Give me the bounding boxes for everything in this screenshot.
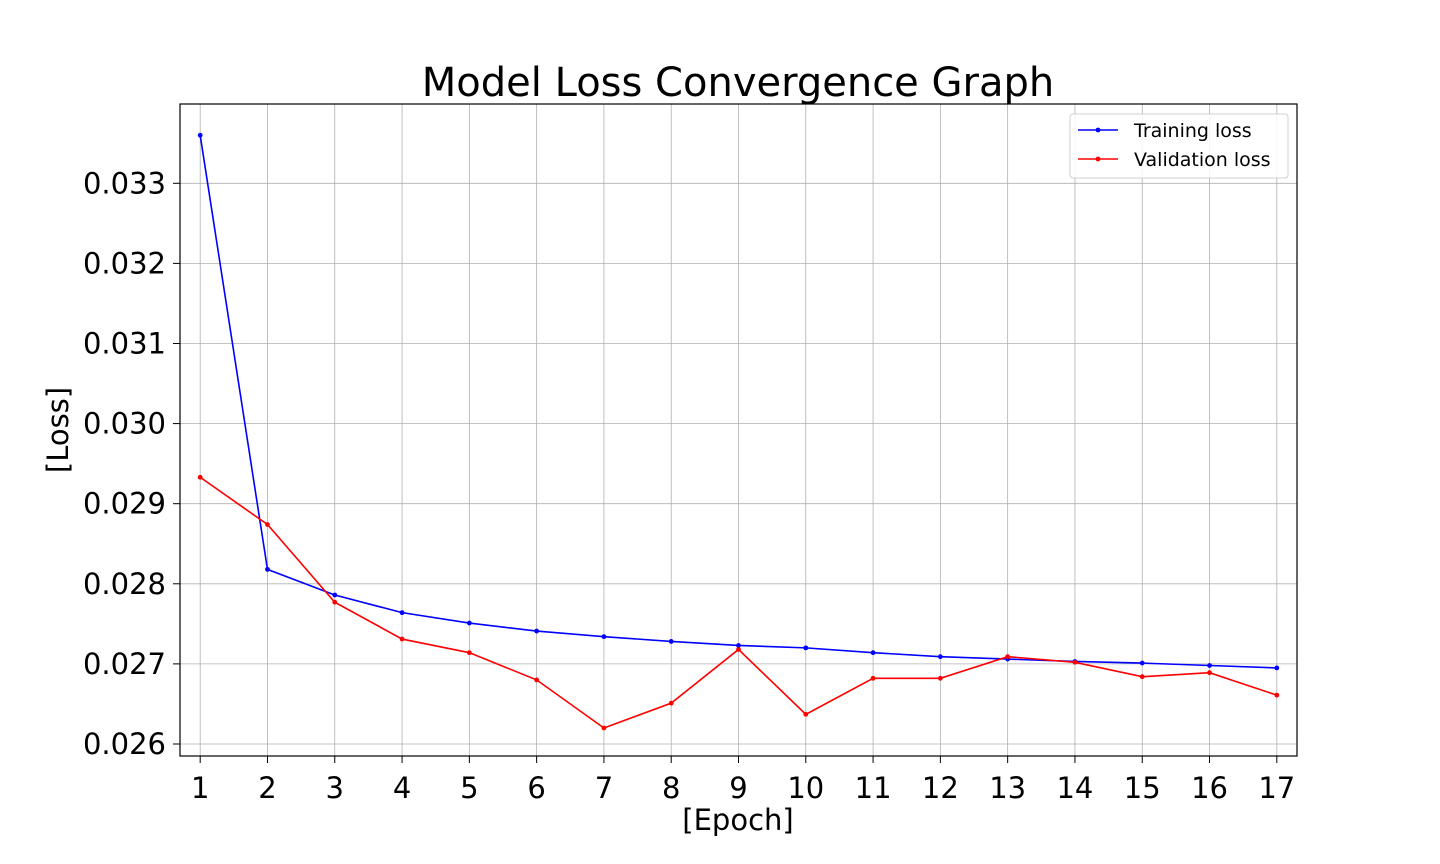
x-tick-label: 10 <box>787 771 824 805</box>
y-tick-label: 0.029 <box>83 487 166 521</box>
x-tick-label: 13 <box>989 771 1026 805</box>
y-axis-label: [Loss] <box>41 387 75 473</box>
data-point <box>803 645 809 651</box>
y-tick-label: 0.027 <box>83 647 166 681</box>
y-tick-label: 0.032 <box>83 246 166 280</box>
data-point <box>1139 674 1145 680</box>
x-tick-label: 9 <box>729 771 747 805</box>
x-tick-label: 15 <box>1124 771 1161 805</box>
axis-ticks: 1 2 3 4 5 6 7 8 9 10 11 12 13 14 15 16 170.0260.0270.028… <box>83 166 1295 805</box>
data-point <box>668 700 674 706</box>
data-point <box>332 592 338 598</box>
data-point <box>1207 663 1212 668</box>
legend-box <box>1069 113 1289 179</box>
x-tick-label: 14 <box>1056 771 1093 805</box>
x-tick-label: 5 <box>460 771 478 805</box>
x-tick-label: 4 <box>393 771 411 805</box>
data-point <box>937 654 943 660</box>
data-point <box>265 566 270 572</box>
data-point <box>870 675 876 681</box>
legend-label: Training loss <box>1133 120 1252 142</box>
data-point <box>265 522 270 527</box>
x-tick-label: 3 <box>326 771 344 805</box>
data-point <box>197 132 203 138</box>
x-tick-label: 7 <box>595 771 613 805</box>
data-point <box>1274 665 1280 671</box>
legend-marker <box>1095 156 1101 162</box>
data-point <box>1274 692 1280 698</box>
data-point <box>870 650 876 656</box>
data-point <box>399 636 405 642</box>
x-axis-label: [Epoch] <box>682 803 793 837</box>
data-point <box>601 725 607 731</box>
x-tick-label: 1 <box>191 771 209 805</box>
y-tick-label: 0.031 <box>83 326 166 360</box>
y-tick-label: 0.033 <box>83 166 166 200</box>
data-point <box>668 639 674 644</box>
data-point <box>534 677 540 683</box>
x-tick-label: 2 <box>258 771 276 805</box>
x-tick-label: 8 <box>662 771 680 805</box>
y-tick-label: 0.026 <box>83 727 166 761</box>
data-point <box>1005 654 1011 660</box>
data-point <box>1207 670 1212 676</box>
y-tick-label: 0.028 <box>83 567 166 601</box>
data-point <box>736 647 741 652</box>
data-point <box>466 650 472 656</box>
x-tick-label: 11 <box>855 771 892 805</box>
data-point <box>601 634 607 640</box>
legend-label: Validation loss <box>1134 149 1271 171</box>
data-point <box>1139 660 1145 666</box>
x-tick-label: 12 <box>922 771 959 805</box>
x-tick-label: 17 <box>1258 771 1295 805</box>
data-point <box>736 643 741 648</box>
data-point <box>1072 659 1078 665</box>
chart-title: Model Loss Convergence Graph <box>422 60 1054 106</box>
data-point <box>466 620 472 626</box>
series-validation-loss <box>197 474 1280 731</box>
data-point <box>803 711 809 717</box>
y-tick-label: 0.030 <box>83 407 166 441</box>
x-tick-label: 6 <box>527 771 545 805</box>
data-point <box>332 599 338 605</box>
grid <box>180 104 1297 756</box>
legend-marker <box>1095 127 1101 133</box>
x-tick-label: 16 <box>1191 771 1228 805</box>
data-point <box>534 628 540 634</box>
data-point <box>937 675 943 681</box>
legend: Training loss Validation loss <box>1069 113 1289 179</box>
data-point <box>399 610 405 616</box>
series-lines <box>197 132 1280 731</box>
data-point <box>197 474 203 480</box>
